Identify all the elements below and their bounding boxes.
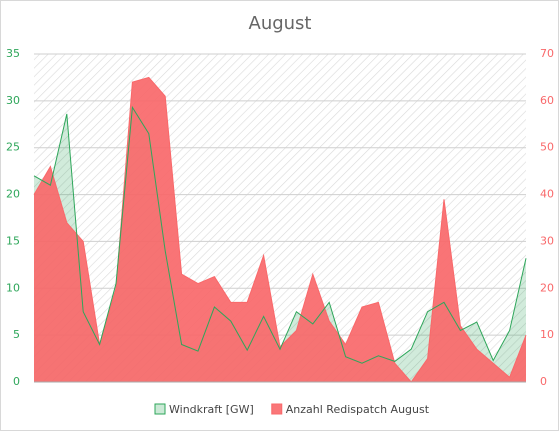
area-fill: [34, 77, 526, 382]
y2-tick-label: 70: [540, 47, 554, 60]
area-line: [33, 105, 527, 364]
y-tick-label: 10: [6, 281, 20, 294]
y-tick-label: 0: [13, 375, 20, 388]
y2-tick-label: 10: [540, 328, 554, 341]
y2-tick-label: 30: [540, 234, 554, 247]
legend-label: Windkraft [GW]: [169, 403, 254, 416]
y2-tick-label: 50: [540, 141, 554, 154]
y2-tick-label: 20: [540, 281, 554, 294]
y-tick-label: 20: [6, 188, 20, 201]
y-tick-label: 15: [6, 234, 20, 247]
y-tick-label: 5: [13, 328, 20, 341]
legend-label: Anzahl Redispatch August: [286, 403, 430, 416]
legend-swatch: [154, 403, 166, 415]
y2-tick-label: 60: [540, 94, 554, 107]
y-tick-label: 25: [6, 141, 20, 154]
y2-tick-label: 40: [540, 188, 554, 201]
chart-title: August: [249, 13, 312, 34]
legend-swatch: [271, 403, 283, 415]
y-tick-label: 30: [6, 94, 20, 107]
y-tick-label: 35: [6, 47, 20, 60]
y2-tick-label: 0: [540, 375, 547, 388]
area-line: [33, 76, 527, 383]
